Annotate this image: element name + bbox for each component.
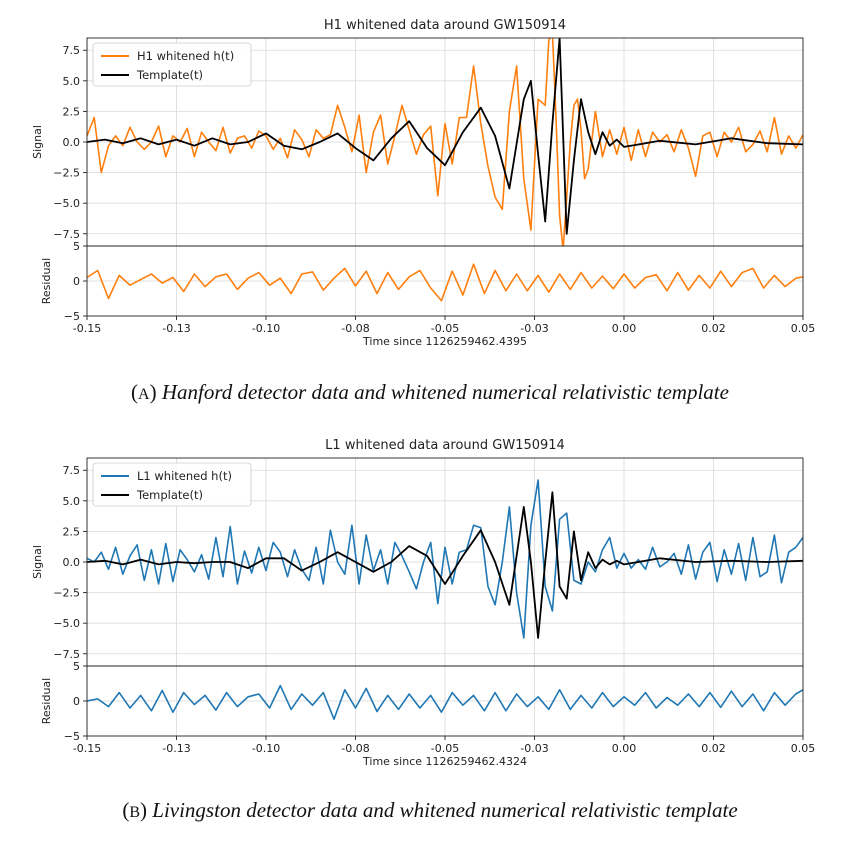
x-tick-label: 0.02 [701,742,726,755]
y-tick-label: 5 [73,240,80,253]
x-tick-label: -0.05 [431,322,459,335]
y-tick-label: 5.0 [63,495,81,508]
y-tick-label: −5 [64,730,80,743]
y-axis-label-signal: Signal [31,125,44,159]
y-tick-label: 0.0 [63,136,81,149]
x-axis-label: Time since 1126259462.4395 [362,335,527,348]
x-tick-label: 0.00 [612,322,637,335]
legend-entry: Template(t) [136,488,203,502]
y-tick-label: −7.5 [53,648,80,661]
x-tick-label: -0.08 [341,322,369,335]
x-tick-label: 0.05 [791,742,816,755]
x-tick-label: -0.13 [162,742,190,755]
y-tick-label: −5.0 [53,617,80,630]
y-tick-label: 0.0 [63,556,81,569]
residual-line [87,684,803,721]
y-tick-label: −5.0 [53,197,80,210]
y-tick-label: 2.5 [63,105,81,118]
y-axis-label-residual: Residual [40,258,53,304]
y-tick-label: −2.5 [53,167,80,180]
caption-a-prefix: ( [131,380,139,404]
legend-box [92,42,252,87]
residual-line [87,263,803,302]
x-tick-label: -0.03 [520,322,548,335]
y-axis-label-signal: Signal [31,545,44,579]
chart-title: H1 whitened data around GW150914 [324,18,566,33]
caption-a: (A) Hanford detector data and whitened n… [0,380,860,405]
y-tick-label: 2.5 [63,525,81,538]
y-tick-label: 0 [73,275,80,288]
chart-title: L1 whitened data around GW150914 [325,438,565,453]
y-tick-label: 5 [73,660,80,673]
legend-box [92,462,252,507]
y-tick-label: 5.0 [63,75,81,88]
caption-a-letter: A [138,386,150,403]
caption-a-text: Hanford detector data and whitened numer… [161,380,729,404]
legend-entry: L1 whitened h(t) [137,469,232,483]
x-tick-label: -0.10 [252,322,280,335]
y-tick-label: 7.5 [63,44,81,57]
x-axis-label: Time since 1126259462.4324 [362,755,527,768]
chart-h1: H1 whitened data around GW150914 7.5 5.0 2.… [31,18,815,348]
x-tick-label: -0.03 [520,742,548,755]
y-tick-label: −2.5 [53,587,80,600]
template-line [87,491,803,639]
template-line [87,38,803,235]
caption-b-suffix: ) [140,798,153,822]
x-tick-label: 0.02 [701,322,726,335]
x-tick-label: -0.05 [431,742,459,755]
x-tick-label: -0.10 [252,742,280,755]
caption-b-letter: B [129,804,141,821]
whitened-data-line [87,38,803,246]
caption-b: (B) Livingston detector data and whitene… [0,798,860,823]
y-tick-label: −7.5 [53,228,80,241]
whitened-data-line [87,479,803,639]
y-tick-label: 7.5 [63,464,81,477]
y-axis-label-residual: Residual [40,678,53,724]
y-tick-label: −5 [64,310,80,323]
caption-b-prefix: ( [122,798,130,822]
x-tick-label: -0.15 [73,742,101,755]
x-tick-label: 0.05 [791,322,816,335]
y-tick-label: 0 [73,695,80,708]
caption-a-suffix: ) [149,380,162,404]
x-tick-label: -0.13 [162,322,190,335]
legend-entry: H1 whitened h(t) [137,49,234,63]
caption-b-text: Livingston detector data and whitened nu… [152,798,738,822]
x-tick-label: 0.00 [612,742,637,755]
x-tick-label: -0.15 [73,322,101,335]
chart-l1: L1 whitened data around GW150914 7.5 5.0 2.… [31,438,815,768]
legend-entry: Template(t) [136,68,203,82]
x-tick-label: -0.08 [341,742,369,755]
